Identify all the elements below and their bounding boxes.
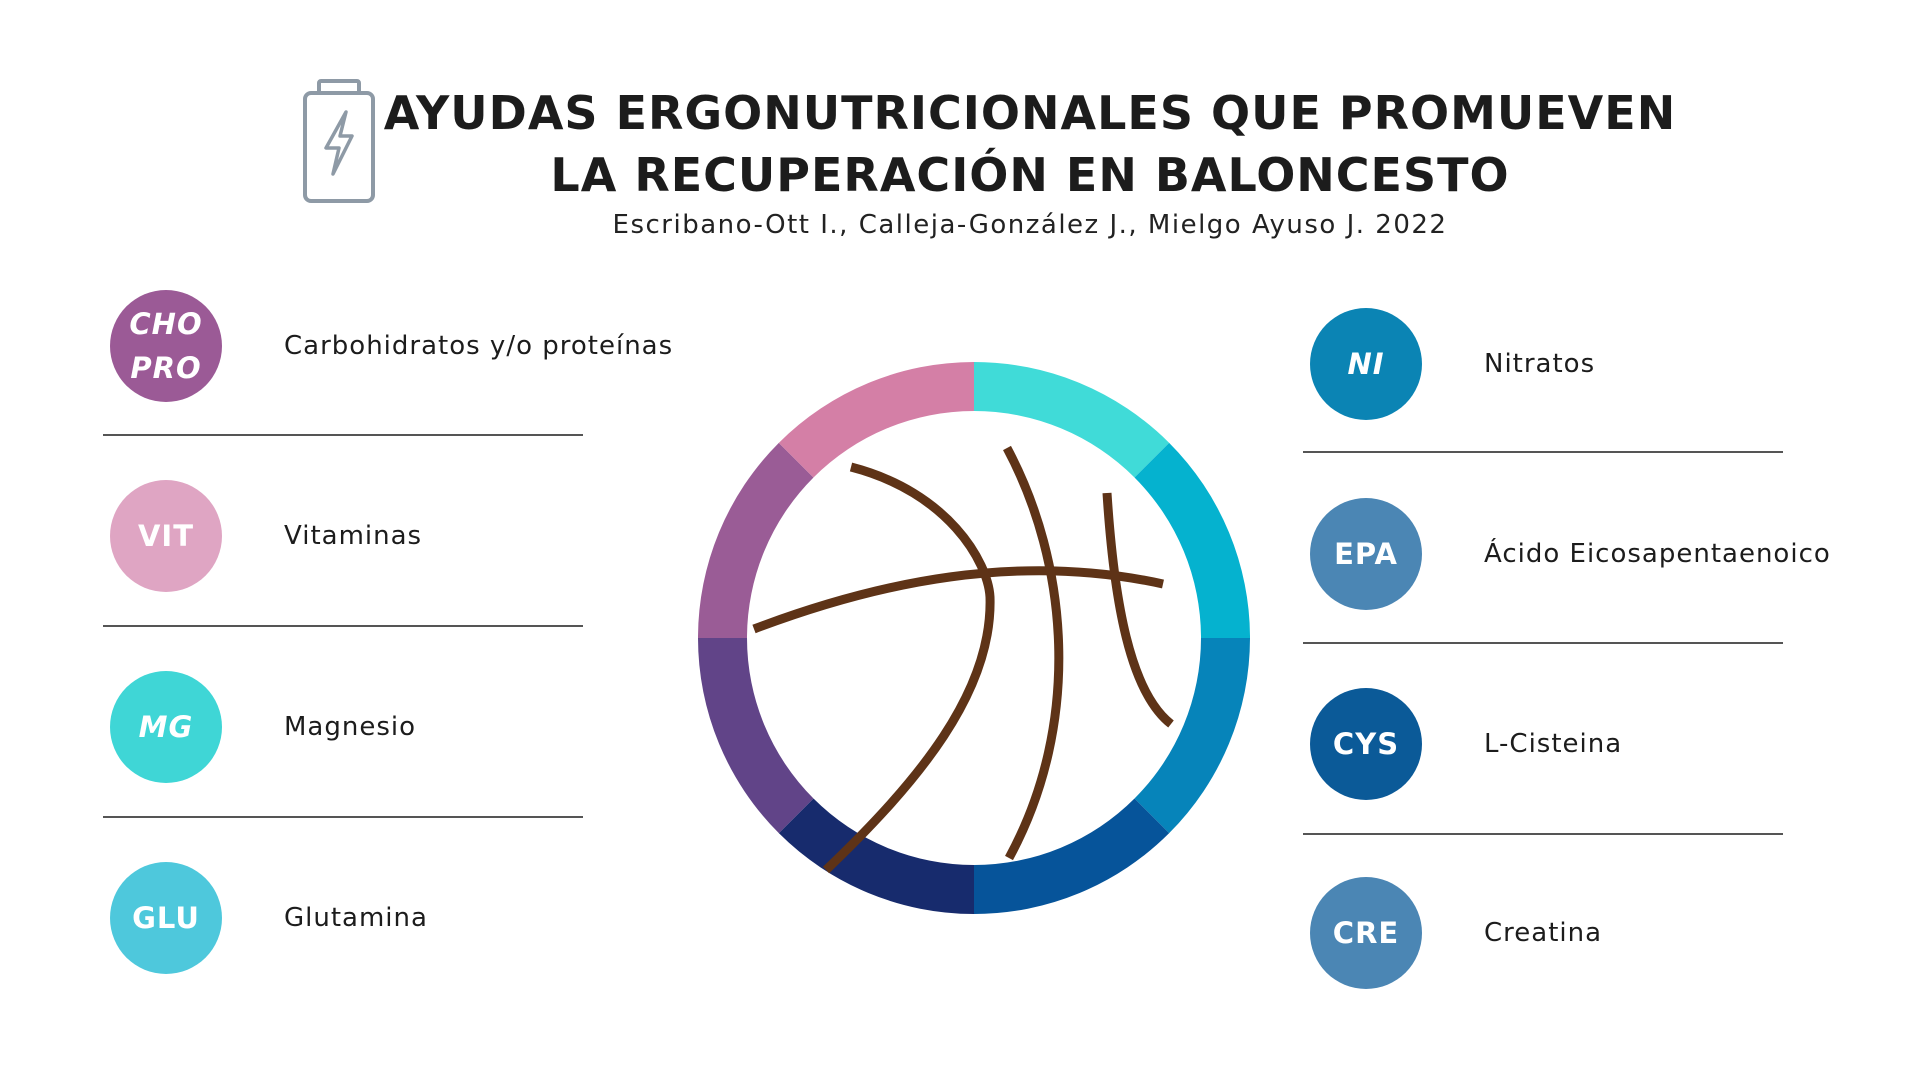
ring-diagram: [698, 362, 1250, 914]
abbr-text: MG: [138, 710, 194, 744]
abbr-badge: CRE: [1310, 877, 1422, 989]
list-item: CRE Creatina: [1310, 877, 1920, 989]
abbr-badge: CHO PRO: [110, 290, 222, 402]
abbr-text: CYS: [1332, 727, 1400, 761]
abbr-text: EPA: [1334, 537, 1398, 571]
ring-segment: [698, 442, 814, 638]
item-label: Creatina: [1484, 918, 1603, 948]
ring-segment: [698, 638, 814, 834]
ring-segment: [778, 798, 974, 914]
abbr-badge: VIT: [110, 480, 222, 592]
item-label: L-Cisteina: [1484, 729, 1623, 759]
abbr-text: CHO: [129, 307, 203, 341]
abbr-badge: EPA: [1310, 498, 1422, 610]
ring-segment: [974, 798, 1170, 914]
list-item: CHO PRO Carbohidratos y/o proteínas: [110, 290, 810, 402]
ring-segment: [778, 362, 974, 478]
citation: Escribano-Ott I., Calleja-González J., M…: [612, 210, 1448, 240]
list-item: MG Magnesio: [110, 671, 810, 783]
item-label: Ácido Eicosapentaenoico: [1484, 539, 1831, 569]
list-item: GLU Glutamina: [110, 862, 810, 974]
title-line-1: AYUDAS ERGONUTRICIONALES QUE PROMUEVEN: [383, 86, 1677, 140]
abbr-badge: GLU: [110, 862, 222, 974]
abbr-badge: NI: [1310, 308, 1422, 420]
ring-segment: [1134, 442, 1250, 638]
abbr-text: VIT: [137, 519, 194, 553]
battery-charging-icon: [303, 79, 375, 203]
list-item: CYS L-Cisteina: [1310, 688, 1920, 800]
abbr-text: CRE: [1332, 916, 1400, 950]
item-label: Magnesio: [284, 712, 417, 742]
abbr-badge: CYS: [1310, 688, 1422, 800]
list-item: VIT Vitaminas: [110, 480, 810, 592]
item-label: Nitratos: [1484, 349, 1596, 379]
item-label: Carbohidratos y/o proteínas: [284, 331, 674, 361]
divider: [103, 625, 583, 627]
ring-segment: [1134, 638, 1250, 834]
divider: [1303, 451, 1783, 453]
list-item: EPA Ácido Eicosapentaenoico: [1310, 498, 1920, 610]
page-title: AYUDAS ERGONUTRICIONALES QUE PROMUEVEN L…: [320, 82, 1740, 206]
title-line-2: LA RECUPERACIÓN EN BALONCESTO: [550, 148, 1510, 202]
header: AYUDAS ERGONUTRICIONALES QUE PROMUEVEN L…: [0, 0, 1920, 250]
list-item: NI Nitratos: [1310, 308, 1920, 420]
item-label: Glutamina: [284, 903, 428, 933]
divider: [103, 434, 583, 436]
ring-graphic: [698, 362, 1250, 914]
abbr-text: NI: [1347, 347, 1385, 381]
abbr-text: GLU: [132, 901, 200, 935]
basketball-icon: [752, 445, 1174, 874]
ring-segment: [974, 362, 1170, 478]
abbr-text: PRO: [130, 351, 202, 385]
divider: [1303, 833, 1783, 835]
divider: [103, 816, 583, 818]
abbr-badge: MG: [110, 671, 222, 783]
item-label: Vitaminas: [284, 521, 423, 551]
divider: [1303, 642, 1783, 644]
